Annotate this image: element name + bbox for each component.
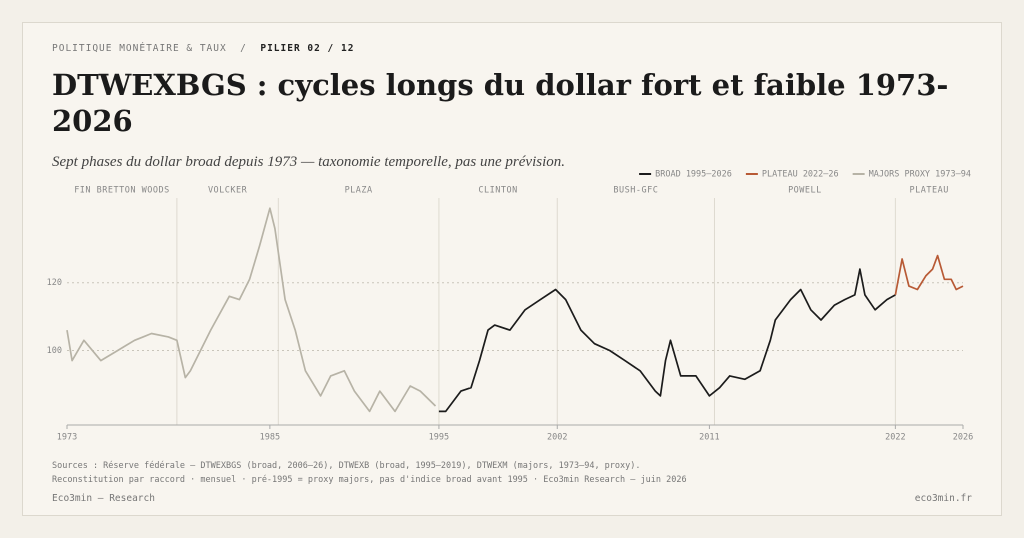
pillar: PILIER 02 / 12 — [260, 43, 355, 54]
method: Reconstitution par raccord · mensuel · p… — [52, 475, 687, 485]
phase-label: PLATEAU — [910, 186, 949, 196]
separator: / — [240, 43, 247, 54]
phase-label: POWELL — [788, 186, 822, 196]
brand: Eco3min — Research — [52, 493, 155, 504]
legend-label: MAJORS PROXY 1973–94 — [869, 170, 971, 180]
x-tick-label: 1995 — [429, 433, 449, 443]
chart-title: DTWEXBGS : cycles longs du dollar fort e… — [52, 68, 949, 138]
phase-label: BUSH-GFC — [613, 186, 658, 196]
chart-subtitle: Sept phases du dollar broad depuis 1973 … — [52, 154, 566, 170]
series-line — [438, 268, 896, 413]
series-line — [66, 207, 437, 413]
site: eco3min.fr — [914, 493, 972, 504]
x-tick-label: 1973 — [57, 433, 77, 443]
phase-label: VOLCKER — [208, 186, 248, 196]
section: POLITIQUE MONÉTAIRE & TAUX — [52, 43, 227, 54]
sources: Sources : Réserve fédérale — DTWEXBGS (b… — [52, 461, 641, 471]
x-tick-label: 2026 — [953, 433, 973, 443]
breadcrumb: POLITIQUE MONÉTAIRE & TAUX / PILIER 02 /… — [52, 43, 354, 54]
legend-label: BROAD 1995–2026 — [655, 170, 732, 180]
legend-label: PLATEAU 2022–26 — [762, 170, 839, 180]
x-tick-label: 2011 — [699, 433, 719, 443]
x-tick-label: 1985 — [260, 433, 280, 443]
x-tick-label: 2002 — [547, 433, 567, 443]
card: POLITIQUE MONÉTAIRE & TAUX / PILIER 02 /… — [22, 22, 1002, 516]
phase-label: FIN BRETTON WOODS — [74, 186, 170, 196]
y-tick-label: 100 — [47, 346, 62, 356]
x-tick-label: 2022 — [885, 433, 905, 443]
series-line — [894, 254, 964, 296]
y-tick-label: 120 — [47, 278, 62, 288]
phase-label: CLINTON — [478, 186, 517, 196]
phase-label: PLAZA — [345, 186, 373, 196]
